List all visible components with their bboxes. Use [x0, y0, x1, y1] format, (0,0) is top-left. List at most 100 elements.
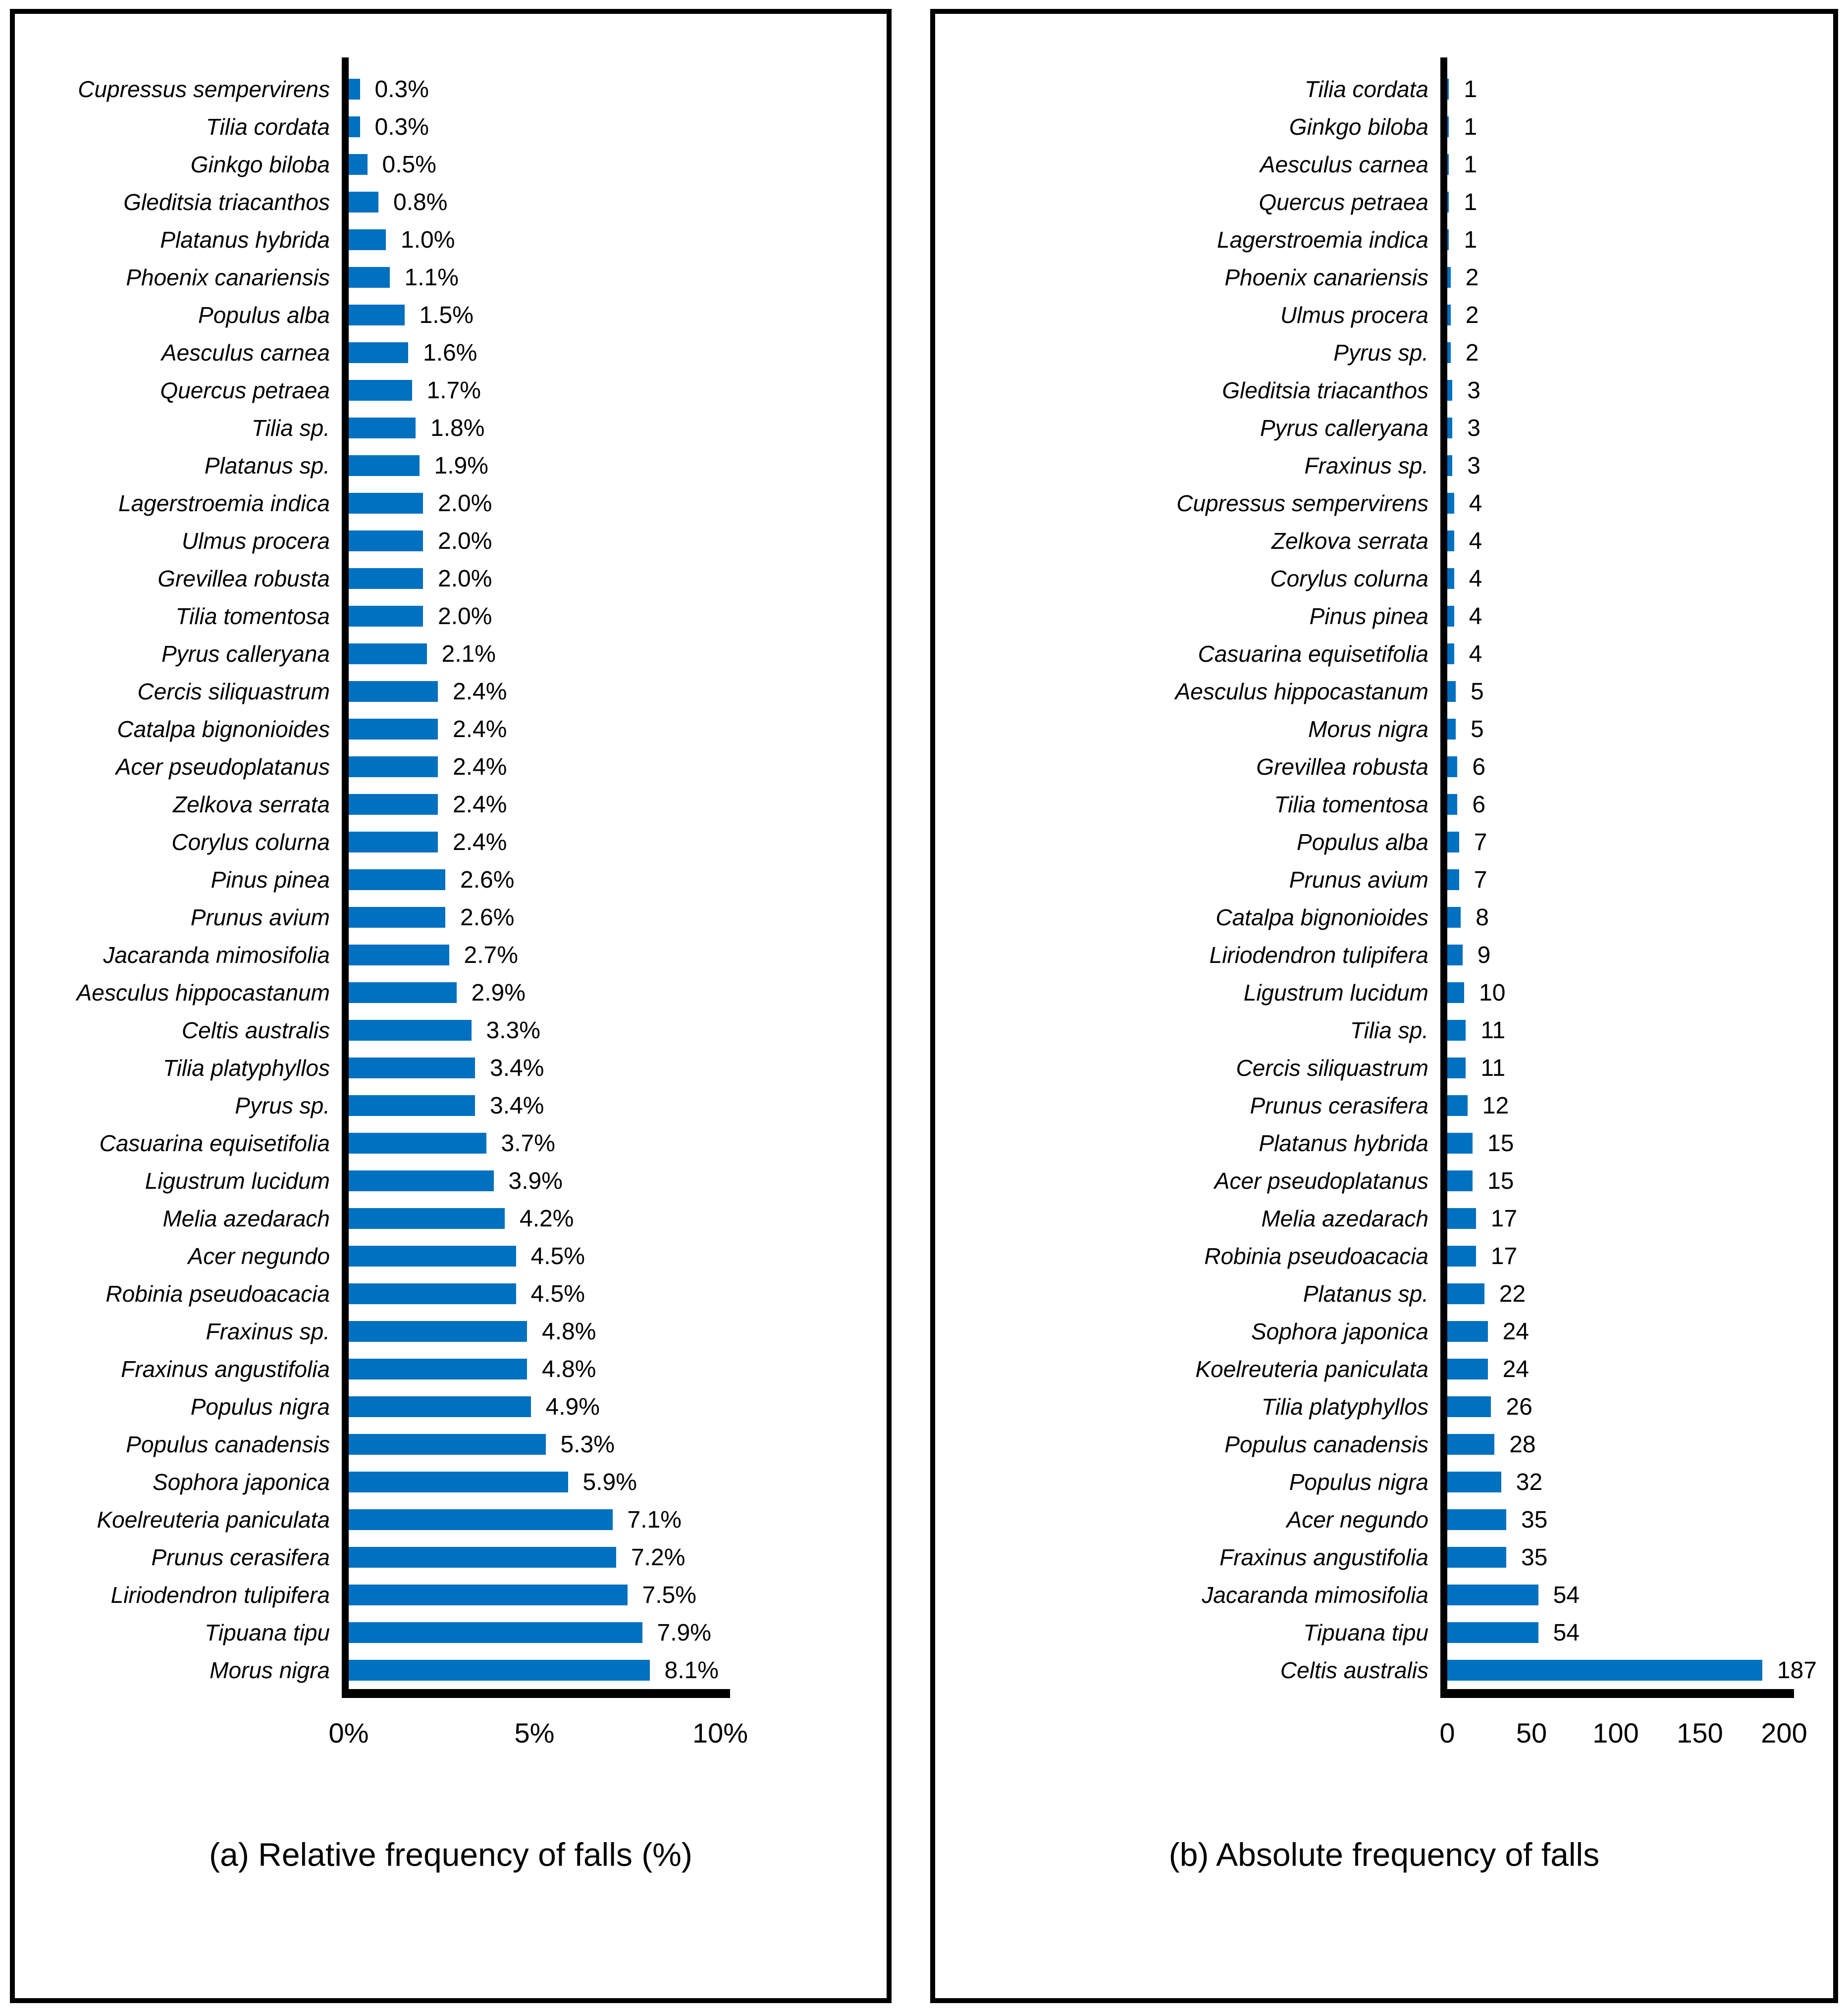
category-label: Celtis australis: [1280, 1657, 1428, 1683]
value-label: 2.0%: [438, 528, 492, 554]
bar: [349, 1058, 475, 1078]
value-label: 24: [1502, 1356, 1529, 1382]
value-label: 3.7%: [501, 1130, 555, 1157]
plot-cell: 4.5%: [342, 1275, 887, 1313]
bar: [349, 1622, 642, 1643]
chart-row: Koelreuteria paniculata 7.1%: [15, 1501, 887, 1538]
plot-cell: 2.0%: [342, 560, 887, 597]
chart-row: Fraxinus angustifolia 35: [935, 1538, 1833, 1576]
bar: [349, 154, 368, 175]
category-label: Tilia tomentosa: [175, 603, 330, 629]
plot-cell: 2.9%: [342, 974, 887, 1011]
plot-cell: 26: [1440, 1388, 1833, 1426]
value-label: 3: [1467, 452, 1480, 479]
category-label: Pyrus sp.: [235, 1093, 330, 1118]
chart-row: Pyrus sp. 2: [935, 334, 1833, 371]
value-label: 3: [1467, 377, 1480, 404]
category-label: Platanus hybrida: [160, 227, 330, 253]
value-label: 24: [1502, 1318, 1529, 1345]
chart-row: Corylus colurna 4: [935, 560, 1833, 597]
category-label: Populus alba: [1297, 829, 1428, 855]
value-label: 22: [1499, 1280, 1526, 1307]
bar: [349, 1359, 527, 1379]
value-label: 4: [1469, 565, 1482, 592]
chart-row: Grevillea robusta 6: [935, 748, 1833, 786]
panel-absolute-frequency: Tilia cordata 1 Ginkgo biloba 1 Aesculus car…: [930, 9, 1838, 2003]
bar: [349, 229, 386, 250]
value-label: 1: [1464, 113, 1478, 140]
category-label: Platanus sp.: [1303, 1281, 1428, 1307]
plot-cell: 1.6%: [342, 334, 887, 371]
bar: [349, 342, 408, 363]
chart-row: Populus nigra 4.9%: [15, 1388, 887, 1426]
category-label: Zelkova serrata: [172, 792, 330, 817]
chart-row: Zelkova serrata 2.4%: [15, 786, 887, 823]
chart-row: Tilia sp. 11: [935, 1011, 1833, 1049]
chart-row: Celtis australis 187: [935, 1651, 1833, 1689]
plot-cell: 2.7%: [342, 936, 887, 974]
chart-row: Cupressus sempervirens 0.3%: [15, 70, 887, 108]
bar: [349, 418, 416, 438]
chart-row: Grevillea robusta 2.0%: [15, 560, 887, 597]
bar: [349, 719, 438, 740]
plot-cell: 2.6%: [342, 861, 887, 899]
category-label: Fraxinus sp.: [206, 1319, 330, 1344]
bar: [349, 1170, 494, 1191]
chart-row: Acer pseudoplatanus 15: [935, 1162, 1833, 1200]
chart-row: Acer negundo 4.5%: [15, 1237, 887, 1275]
category-label: Sophora japonica: [152, 1469, 330, 1495]
chart-row: Ginkgo biloba 1: [935, 108, 1833, 146]
value-label: 2.6%: [460, 866, 515, 893]
plot-cell: 7.1%: [342, 1501, 887, 1538]
plot-cell: 1: [1440, 183, 1833, 221]
plot-cell: 4.2%: [342, 1200, 887, 1237]
chart-row: Catalpa bignonioides 8: [935, 899, 1833, 936]
chart-row: Jacaranda mimosifolia 2.7%: [15, 936, 887, 974]
bar: [1447, 1434, 1495, 1455]
category-label: Zelkova serrata: [1271, 528, 1428, 554]
bar: [349, 1509, 613, 1530]
chart-row: Casuarina equisetifolia 4: [935, 635, 1833, 673]
category-label: Corylus colurna: [1270, 566, 1428, 591]
value-label: 8.1%: [664, 1657, 719, 1684]
chart-row: Populus canadensis 28: [935, 1426, 1833, 1463]
plot-cell: 2.6%: [342, 899, 887, 936]
category-label: Aesculus carnea: [161, 340, 330, 366]
value-label: 0.5%: [382, 151, 436, 178]
value-label: 15: [1487, 1167, 1514, 1194]
category-label: Prunus cerasifera: [1250, 1093, 1429, 1118]
plot-cell: 4.5%: [342, 1237, 887, 1275]
chart-row: Liriodendron tulipifera 7.5%: [15, 1576, 887, 1614]
plot-cell: 1: [1440, 146, 1833, 183]
category-label: Populus canadensis: [1224, 1431, 1428, 1457]
plot-cell: 11: [1440, 1011, 1833, 1049]
plot-cell: 3.3%: [342, 1011, 887, 1049]
category-label: Tilia cordata: [206, 114, 330, 140]
category-label: Melia azedarach: [1261, 1206, 1428, 1231]
category-label: Phoenix canariensis: [126, 265, 330, 290]
plot-cell: 32: [1440, 1463, 1833, 1501]
chart-row: Catalpa bignonioides 2.4%: [15, 710, 887, 748]
chart-row: Prunus avium 2.6%: [15, 899, 887, 936]
plot-cell: 1: [1440, 221, 1833, 259]
bar: [1447, 305, 1451, 325]
chart-row: Tilia tomentosa 2.0%: [15, 597, 887, 635]
chart-row: Morus nigra 8.1%: [15, 1651, 887, 1689]
chart-row: Prunus cerasifera 7.2%: [15, 1538, 887, 1576]
value-label: 4: [1469, 640, 1482, 667]
bar: [349, 267, 390, 288]
plot-cell: 7.2%: [342, 1538, 887, 1576]
value-label: 2: [1465, 264, 1479, 291]
plot-cell: 2.4%: [342, 786, 887, 823]
chart-row: Quercus petraea 1.7%: [15, 371, 887, 409]
chart-row: Aesculus carnea 1.6%: [15, 334, 887, 371]
bar: [349, 982, 457, 1003]
value-label: 2.0%: [438, 565, 492, 592]
category-label: Tilia cordata: [1304, 76, 1428, 102]
bar: [1447, 1246, 1476, 1267]
category-label: Acer negundo: [1286, 1507, 1428, 1533]
value-label: 1: [1464, 76, 1478, 103]
category-label: Prunus avium: [190, 904, 330, 930]
chart-row: Jacaranda mimosifolia 54: [935, 1576, 1833, 1614]
category-label: Lagerstroemia indica: [118, 490, 330, 516]
